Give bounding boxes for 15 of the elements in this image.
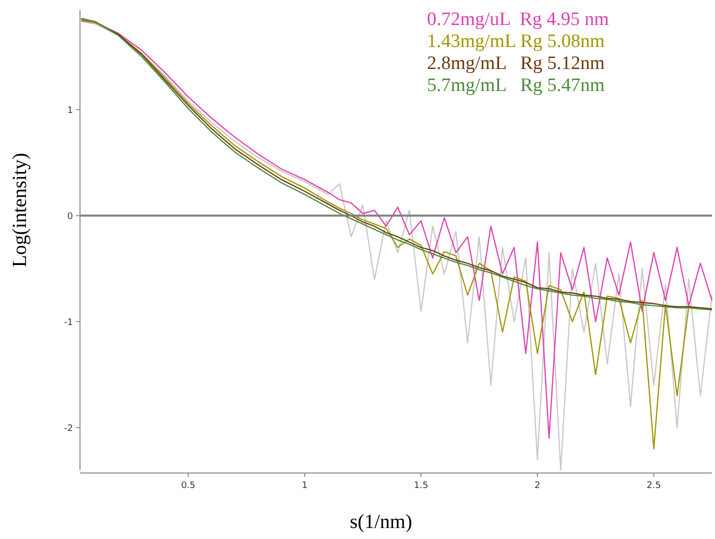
text: 5.7mg/mL Rg 5.47nm <box>427 75 605 96</box>
x-tick-label: 1.5 <box>414 481 428 491</box>
x-axis-title: s(1/nm) <box>350 511 412 533</box>
y-tick-label: -2 <box>64 424 73 434</box>
text: 2.8mg/mL Rg 5.12nm <box>427 53 605 74</box>
x-tick-label: 1 <box>302 481 308 491</box>
y-tick-label: 0 <box>67 212 74 222</box>
x-tick-label: 2 <box>534 481 540 491</box>
text: 0.72mg/uL Rg 4.95 nm <box>427 9 610 30</box>
text: 1.43mg/mL Rg 5.08nm <box>427 31 605 52</box>
y-axis-title: Log(intensity) <box>9 152 31 268</box>
x-tick-label: 2.5 <box>646 481 661 491</box>
y-tick-label: 1 <box>67 106 73 116</box>
x-tick-label: 0.5 <box>181 481 196 491</box>
y-tick-label: -1 <box>64 318 73 328</box>
